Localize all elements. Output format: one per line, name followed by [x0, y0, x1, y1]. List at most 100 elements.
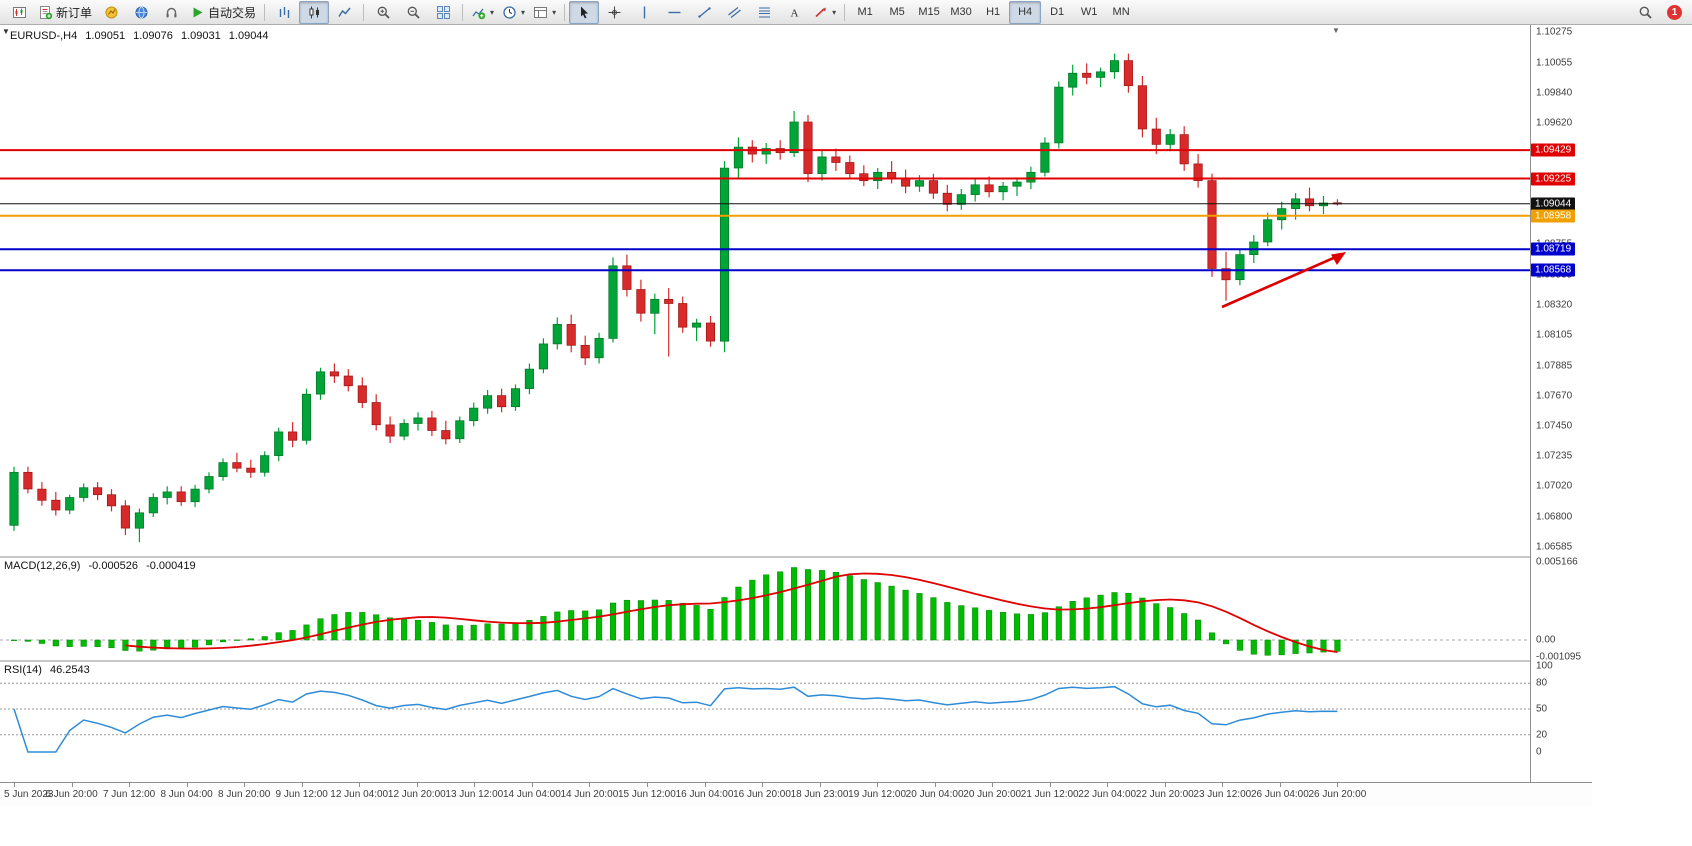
- time-axis-label: 16 Jun 20:00: [733, 789, 791, 800]
- channel-icon: [727, 6, 741, 18]
- time-axis-label: 9 Jun 12:00: [275, 789, 328, 800]
- trend-arrow-annotation[interactable]: [1221, 252, 1346, 309]
- timeframe-h4-button[interactable]: H4: [1009, 0, 1042, 24]
- chart-plot-area[interactable]: [0, 25, 1530, 758]
- fibonacci-icon: [758, 7, 770, 17]
- indicators-button[interactable]: ▾: [467, 1, 498, 24]
- chart-low-value: 1.09031: [180, 30, 221, 42]
- channel-button[interactable]: [719, 1, 749, 24]
- candlestick-icon: [309, 6, 319, 18]
- zoom-in-button[interactable]: [368, 1, 398, 24]
- macd-axis-label: 0.005166: [1536, 556, 1578, 568]
- timeframe-m5-button[interactable]: M5: [889, 6, 905, 18]
- tile-windows-button[interactable]: [428, 1, 458, 24]
- resistance-line-price-badge: 1.09225: [1531, 172, 1576, 185]
- rsi-indicator: [0, 682, 1530, 753]
- candlestick-chart-button[interactable]: [299, 0, 330, 24]
- rsi-value: 46.2543: [49, 664, 90, 676]
- trendline-button[interactable]: [689, 1, 719, 24]
- line-chart-button[interactable]: [329, 1, 359, 24]
- market-button[interactable]: [96, 1, 126, 24]
- horizontal-line-button[interactable]: [659, 1, 689, 24]
- time-axis-label: 12 Jun 20:00: [387, 789, 446, 800]
- zoom-out-button[interactable]: [398, 1, 428, 24]
- main-toolbar: 新订单 自动交易 ▾ ▾ ▾ A ▾ M1 M5 M15 M30 H1 H4 D1 W1 MN 1: [0, 0, 1692, 25]
- time-axis-tick: [1337, 783, 1339, 787]
- macd-axis-label: 0.00: [1536, 634, 1556, 646]
- pivot-line-price-badge: 1.08958: [1531, 209, 1576, 223]
- time-axis-tick: [934, 783, 936, 787]
- line-chart-icon: [337, 7, 351, 17]
- time-axis-tick: [1164, 783, 1166, 787]
- crosshair-button[interactable]: [599, 1, 629, 24]
- time-axis-label: 6 Jun 20:00: [45, 789, 98, 800]
- chart-window-icon: [12, 6, 26, 18]
- time-axis-label: 5 Jun 2023: [4, 789, 54, 800]
- time-axis-tick: [129, 783, 131, 787]
- macd-name: MACD(12,26,9): [4, 560, 81, 572]
- play-icon: [193, 7, 203, 17]
- vertical-line-button[interactable]: [629, 1, 659, 24]
- time-axis-tick: [704, 783, 706, 787]
- time-axis-label: 12 Jun 04:00: [330, 789, 389, 800]
- time-axis-tick: [416, 783, 418, 787]
- time-axis-label: 8 Jun 20:00: [218, 789, 271, 800]
- toolbar-separator: [462, 3, 464, 21]
- one-click-trading-toggle[interactable]: ▼: [2, 27, 10, 36]
- arrows-button[interactable]: ▾: [809, 1, 840, 24]
- price-axis-label: 1.07885: [1536, 360, 1573, 372]
- timeframe-m1-button[interactable]: M1: [857, 6, 873, 18]
- support-button[interactable]: [156, 1, 186, 24]
- timeframe-d1-button[interactable]: D1: [1050, 6, 1065, 18]
- bar-chart-button[interactable]: [269, 1, 299, 24]
- rsi-label: RSI(14) 46.2543: [4, 664, 95, 676]
- time-axis[interactable]: 5 Jun 2023 6 Jun 20:00 7 Jun 12:00 8 Jun 04…: [0, 782, 1592, 807]
- time-axis-label: 16 Jun 04:00: [675, 789, 734, 800]
- time-axis-label: 13 Jun 12:00: [445, 789, 504, 800]
- timeframe-w1-button[interactable]: W1: [1080, 6, 1098, 18]
- rsi-axis-label: 0: [1536, 746, 1542, 758]
- time-axis-tick: [71, 783, 73, 787]
- time-axis-label: 15 Jun 12:00: [617, 789, 676, 800]
- rsi-axis-label: 80: [1536, 677, 1548, 689]
- autotrading-button-label: 自动交易: [208, 5, 257, 20]
- rsi-axis-label: 100: [1536, 660, 1553, 672]
- macd-signal-value: -0.000419: [146, 560, 196, 572]
- community-icon: [135, 6, 148, 18]
- periods-icon: [503, 5, 516, 19]
- community-button[interactable]: [126, 1, 156, 24]
- new-order-button[interactable]: 新订单: [34, 1, 96, 24]
- price-axis-label: 1.07450: [1536, 420, 1573, 432]
- timeframe-mn-button[interactable]: MN: [1112, 6, 1130, 18]
- time-axis-tick: [186, 783, 188, 787]
- time-axis-label: 7 Jun 12:00: [102, 789, 156, 800]
- templates-button[interactable]: ▾: [529, 1, 560, 24]
- new-order-icon: [40, 5, 53, 19]
- horizontal-level-lines[interactable]: [0, 149, 1530, 272]
- periods-button[interactable]: ▾: [498, 1, 529, 24]
- chart-window-button[interactable]: [4, 1, 34, 24]
- support-line-price-badge: 1.08719: [1531, 242, 1576, 256]
- time-axis-tick: [531, 783, 533, 787]
- search-button[interactable]: [1630, 1, 1660, 24]
- price-axis-label: 1.08320: [1536, 299, 1573, 311]
- notification-badge[interactable]: 1: [1667, 4, 1682, 20]
- text-button[interactable]: A: [779, 1, 809, 24]
- time-axis-tick: [1222, 783, 1224, 787]
- chart-shift-marker-icon[interactable]: ▼: [1332, 26, 1340, 35]
- time-axis-tick: [646, 783, 648, 787]
- time-axis-label: 14 Jun 04:00: [502, 789, 561, 800]
- fibonacci-button[interactable]: [749, 1, 779, 24]
- price-axis[interactable]: 1.102751.100551.098401.096201.094051.091…: [1530, 25, 1592, 782]
- autotrading-button[interactable]: 自动交易: [186, 1, 260, 24]
- price-axis-label: 1.09620: [1536, 117, 1573, 129]
- cursor-button[interactable]: [569, 0, 600, 24]
- timeframe-m30-button[interactable]: M30: [950, 6, 972, 18]
- timeframe-h1-button[interactable]: H1: [986, 6, 1001, 18]
- time-axis-label: 23 Jun 12:00: [1193, 789, 1252, 800]
- zoom-in-icon: [377, 6, 390, 19]
- time-axis-tick: [14, 783, 15, 787]
- time-axis-tick: [244, 783, 246, 787]
- chevron-down-icon: ▾: [832, 7, 837, 17]
- timeframe-m15-button[interactable]: M15: [918, 6, 940, 18]
